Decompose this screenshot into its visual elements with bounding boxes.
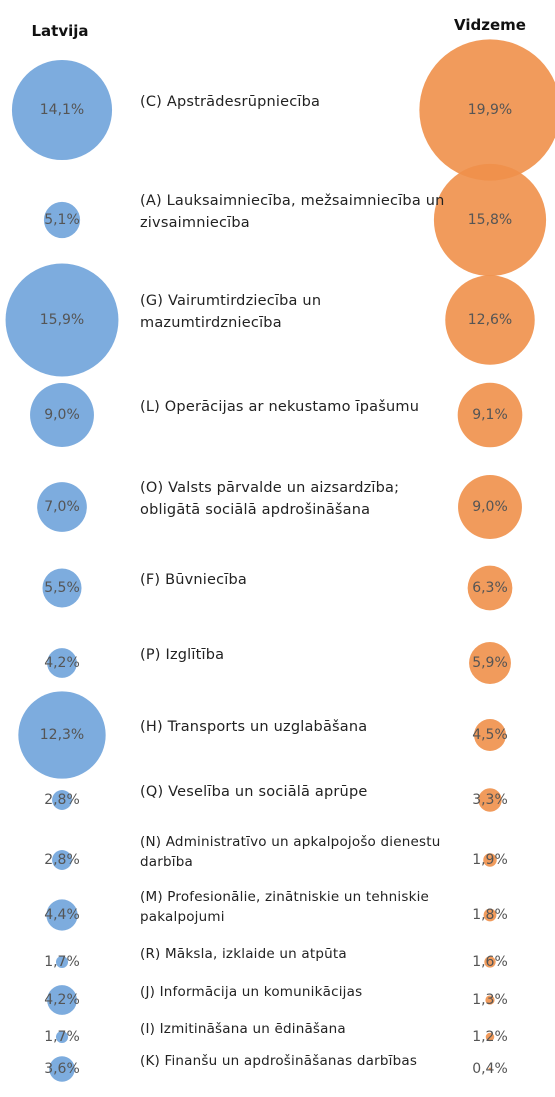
bubble — [474, 719, 506, 751]
legend-latvija: Latvija — [31, 22, 89, 40]
bubble — [47, 985, 77, 1015]
value-label: 1,6% — [472, 954, 508, 970]
value-label: 4,5% — [472, 727, 508, 743]
value-label: 9,1% — [472, 407, 508, 423]
bubble — [5, 263, 119, 377]
value-label: 15,9% — [40, 312, 84, 328]
value-label: 4,4% — [44, 907, 80, 923]
value-label: 6,3% — [472, 580, 508, 596]
category-label: (Q) Veselība un sociālā aprūpe — [140, 784, 368, 800]
bubble — [55, 1030, 69, 1044]
category-label: (O) Valsts pārvalde un aizsardzība; obli… — [140, 480, 400, 518]
value-label: 4,2% — [44, 655, 80, 671]
value-label: 2,8% — [44, 852, 80, 868]
value-label: 3,6% — [44, 1061, 80, 1077]
bubble — [49, 1056, 75, 1082]
category-label: (K) Finanšu un apdrošināšanas darbības — [140, 1053, 418, 1069]
value-label: 0,4% — [472, 1061, 508, 1077]
value-label: 1,8% — [472, 907, 508, 923]
bubble — [484, 956, 496, 968]
bubble — [55, 955, 69, 969]
category-label: (G) Vairumtirdziecība un mazumtirdzniecī… — [140, 293, 322, 331]
value-label: 5,1% — [44, 212, 80, 228]
category-label: (F) Būvniecība — [140, 572, 248, 588]
bubble — [52, 850, 72, 870]
category-label: (C) Apstrādesrūpniecība — [140, 94, 321, 110]
value-label: 19,9% — [468, 102, 512, 118]
legend-vidzeme: Vidzeme — [454, 16, 526, 34]
bubble — [467, 565, 513, 611]
bubble — [483, 853, 497, 867]
category-label: (I) Izmitināšana un ēdināšana — [140, 1021, 346, 1037]
bubble — [488, 1067, 492, 1071]
bubble — [43, 201, 81, 239]
value-label: 12,6% — [468, 312, 512, 328]
value-label: 1,2% — [472, 1029, 508, 1045]
bubble — [30, 383, 94, 447]
bubble — [445, 275, 535, 365]
value-label: 12,3% — [40, 727, 84, 743]
value-label: 9,0% — [44, 407, 80, 423]
value-label: 1,7% — [44, 1029, 80, 1045]
bubble — [419, 39, 555, 181]
bubble — [457, 382, 523, 448]
bubble — [433, 163, 547, 277]
bubble — [42, 568, 82, 608]
bubble — [11, 59, 113, 161]
value-label: 1,7% — [44, 954, 80, 970]
value-label: 2,8% — [44, 792, 80, 808]
value-label: 3,3% — [472, 792, 508, 808]
value-label: 1,9% — [472, 852, 508, 868]
value-label: 14,1% — [40, 102, 84, 118]
bubble — [18, 691, 106, 779]
category-label: (A) Lauksaimniecība, mežsaimniecība un z… — [140, 193, 445, 231]
value-label: 9,0% — [472, 499, 508, 515]
value-label: 4,2% — [44, 992, 80, 1008]
bubble — [37, 482, 87, 532]
category-label: (P) Izglītība — [140, 647, 225, 663]
category-label: (J) Informācija un komunikācijas — [140, 984, 363, 1000]
value-label: 5,9% — [472, 655, 508, 671]
category-label: (H) Transports un uzglabāšana — [140, 719, 368, 735]
category-label: (N) Administratīvo un apkalpojošo dienes… — [140, 834, 441, 870]
bubble — [469, 642, 511, 684]
category-label: (R) Māksla, izklaide un atpūta — [140, 946, 347, 962]
value-label: 1,3% — [472, 992, 508, 1008]
value-label: 7,0% — [44, 499, 80, 515]
bubble — [485, 995, 495, 1005]
bubble — [478, 788, 502, 812]
bubble — [458, 475, 522, 539]
bubble — [47, 648, 77, 678]
bubble — [46, 899, 78, 931]
bubble — [483, 908, 497, 922]
value-label: 15,8% — [468, 212, 512, 228]
category-label: (M) Profesionālie, zinātniskie un tehnis… — [140, 889, 430, 925]
bubble — [485, 1032, 495, 1042]
category-label: (L) Operācijas ar nekustamo īpašumu — [140, 399, 420, 415]
bubble — [52, 790, 72, 810]
value-label: 5,5% — [44, 580, 80, 596]
